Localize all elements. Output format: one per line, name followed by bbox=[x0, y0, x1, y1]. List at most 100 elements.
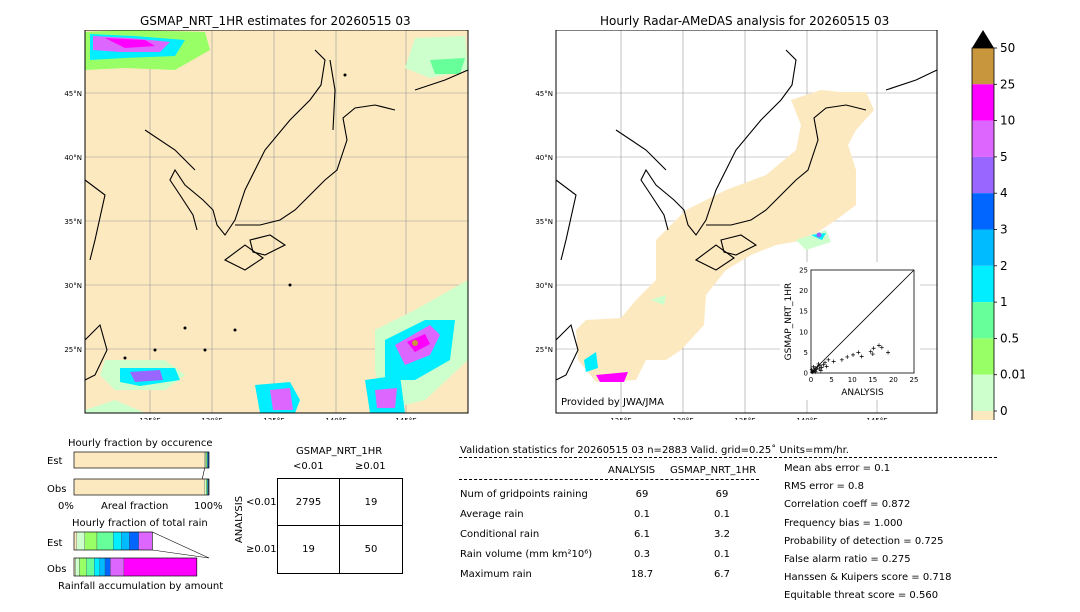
score-line: Mean abs error = 0.1 bbox=[784, 463, 891, 474]
occurrence-title: Hourly fraction by occurence bbox=[68, 438, 213, 449]
total-rain-bar-segment bbox=[76, 531, 85, 551]
total-rain-bars bbox=[73, 531, 210, 577]
scatter-point bbox=[859, 354, 864, 359]
scatter-ytick: 25 bbox=[799, 267, 808, 275]
lat-label: 30°N bbox=[64, 282, 82, 290]
colorbar-label: 0.01 bbox=[1000, 368, 1025, 382]
right-precip bbox=[584, 230, 831, 382]
occurrence-obs-label: Obs bbox=[47, 484, 67, 495]
col-analysis-header: ANALYSIS bbox=[608, 465, 656, 476]
scatter-ytick: 10 bbox=[799, 328, 808, 336]
stat-row-gsmap: 0.1 bbox=[714, 549, 730, 560]
stat-row-analysis: 18.7 bbox=[630, 569, 654, 580]
contingency-col-ge: ≥0.01 bbox=[355, 461, 386, 472]
occurrence-x1: 100% bbox=[194, 501, 223, 512]
scatter-xtick: 10 bbox=[848, 376, 857, 384]
left-map-islands bbox=[123, 73, 347, 360]
scatter-point bbox=[810, 370, 815, 375]
contingency-title: GSMAP_NRT_1HR bbox=[296, 446, 383, 457]
left-map-title: GSMAP_NRT_1HR estimates for 20260515 03 bbox=[140, 14, 411, 28]
validation-divider bbox=[459, 457, 997, 458]
scatter-xtick: 20 bbox=[889, 376, 898, 384]
scatter-point bbox=[876, 343, 881, 348]
score-line: Correlation coeff = 0.872 bbox=[784, 499, 911, 511]
occurrence-bar-segment bbox=[206, 478, 208, 496]
total-rain-bar-segment bbox=[129, 531, 139, 551]
colorbar-segment bbox=[972, 265, 994, 303]
scatter-point bbox=[870, 352, 875, 357]
right-map-coastlines bbox=[555, 49, 938, 381]
right-map-lon-labels: 125°E 130°E 135°E 140°E 145°E bbox=[610, 417, 887, 420]
total-rain-connector bbox=[152, 549, 210, 559]
scatter-ytick: 20 bbox=[799, 287, 808, 295]
total-rain-bar-segment bbox=[85, 557, 95, 577]
colorbar: 50 25 10 5 4 3 2 1 0.5 0.01 0 bbox=[971, 30, 1025, 420]
left-map-coastlines bbox=[84, 49, 469, 381]
lon-label: 135°E bbox=[734, 417, 755, 420]
contingency-row-ge: ≥0.01 bbox=[246, 544, 277, 555]
score-line: Hanssen & Kuipers score = 0.718 bbox=[784, 572, 952, 584]
right-map: 45°N 40°N 35°N 30°N 25°N 125°E 130°E 135°E 140°… bbox=[535, 30, 938, 420]
total-rain-bar-segment bbox=[113, 531, 122, 551]
lon-label: 135°E bbox=[263, 417, 284, 420]
scatter-point bbox=[821, 362, 826, 367]
scatter-ytick: 0 bbox=[804, 370, 808, 378]
colorbar-segment bbox=[972, 156, 994, 194]
lon-label: 125°E bbox=[139, 417, 160, 420]
stat-row-gsmap: 69 bbox=[715, 489, 729, 500]
right-map-title: Hourly Radar-AMeDAS analysis for 2026051… bbox=[600, 14, 890, 28]
colorbar-label: 5 bbox=[1000, 150, 1008, 164]
colorbar-label: 2 bbox=[1000, 259, 1008, 273]
contingency-b: 19 bbox=[364, 497, 378, 508]
scatter-point bbox=[819, 365, 824, 370]
left-map-lat-labels: 45°N 40°N 35°N 30°N 25°N bbox=[64, 90, 82, 354]
left-map: 45°N 40°N 35°N 30°N 25°N 125°E 130°E 135°E 140°… bbox=[64, 30, 469, 420]
colorbar-label: 4 bbox=[1000, 186, 1008, 200]
total-rain-title: Hourly fraction of total rain bbox=[72, 518, 208, 529]
total-rain-bar-segment bbox=[96, 531, 114, 551]
scatter-point bbox=[868, 349, 873, 354]
table-header-divider bbox=[459, 479, 759, 480]
lat-label: 40°N bbox=[64, 154, 82, 162]
stat-row-analysis: 69 bbox=[635, 489, 649, 500]
occurrence-bar-segment bbox=[73, 478, 205, 496]
scatter-point bbox=[811, 364, 816, 369]
contingency-row-lt: <0.01 bbox=[246, 497, 277, 508]
total-rain-bar-frame bbox=[73, 557, 198, 577]
stat-row-label: Average rain bbox=[460, 509, 524, 520]
total-rain-bar-segment bbox=[123, 557, 198, 577]
scatter-xtick: 0 bbox=[809, 376, 813, 384]
stat-row-analysis: 0.1 bbox=[634, 509, 650, 520]
scatter-point bbox=[818, 368, 823, 373]
scatter-point bbox=[886, 350, 891, 355]
left-map-lon-labels: 125°E 130°E 135°E 140°E 145°E bbox=[139, 417, 416, 420]
scatter-point bbox=[809, 367, 814, 372]
left-precip bbox=[85, 30, 468, 413]
scatter-xtick: 15 bbox=[868, 376, 877, 384]
total-rain-obs-label: Obs bbox=[47, 564, 67, 575]
colorbar-segment bbox=[972, 302, 994, 339]
colorbar-segment bbox=[972, 48, 994, 85]
score-line: Probability of detection = 0.725 bbox=[784, 535, 944, 547]
colorbar-label: 3 bbox=[1000, 223, 1008, 237]
total-rain-bar-segment bbox=[73, 531, 77, 551]
total-rain-bar-segment bbox=[94, 557, 100, 577]
total-rain-bar-segment bbox=[79, 557, 87, 577]
colorbar-frame bbox=[971, 47, 995, 420]
total-rain-connector bbox=[152, 531, 210, 559]
stat-row-label: Num of gridpoints raining bbox=[460, 489, 588, 500]
stat-row-gsmap: 3.2 bbox=[714, 529, 730, 540]
occurrence-bars bbox=[73, 451, 210, 496]
lon-label: 145°E bbox=[866, 417, 887, 420]
stat-row-analysis: 0.3 bbox=[634, 549, 650, 560]
stat-row-gsmap: 6.7 bbox=[714, 569, 730, 580]
colorbar-label: 50 bbox=[1000, 41, 1015, 55]
contingency-c: 19 bbox=[302, 544, 315, 555]
lon-label: 130°E bbox=[672, 417, 693, 420]
lat-label: 45°N bbox=[535, 90, 553, 98]
colorbar-segment bbox=[972, 374, 994, 411]
scatter-point bbox=[879, 345, 884, 350]
total-rain-bar-segment bbox=[84, 531, 98, 551]
scatter-ylabel: GSMAP_NRT_1HR bbox=[784, 283, 794, 361]
scatter-point bbox=[845, 354, 850, 359]
